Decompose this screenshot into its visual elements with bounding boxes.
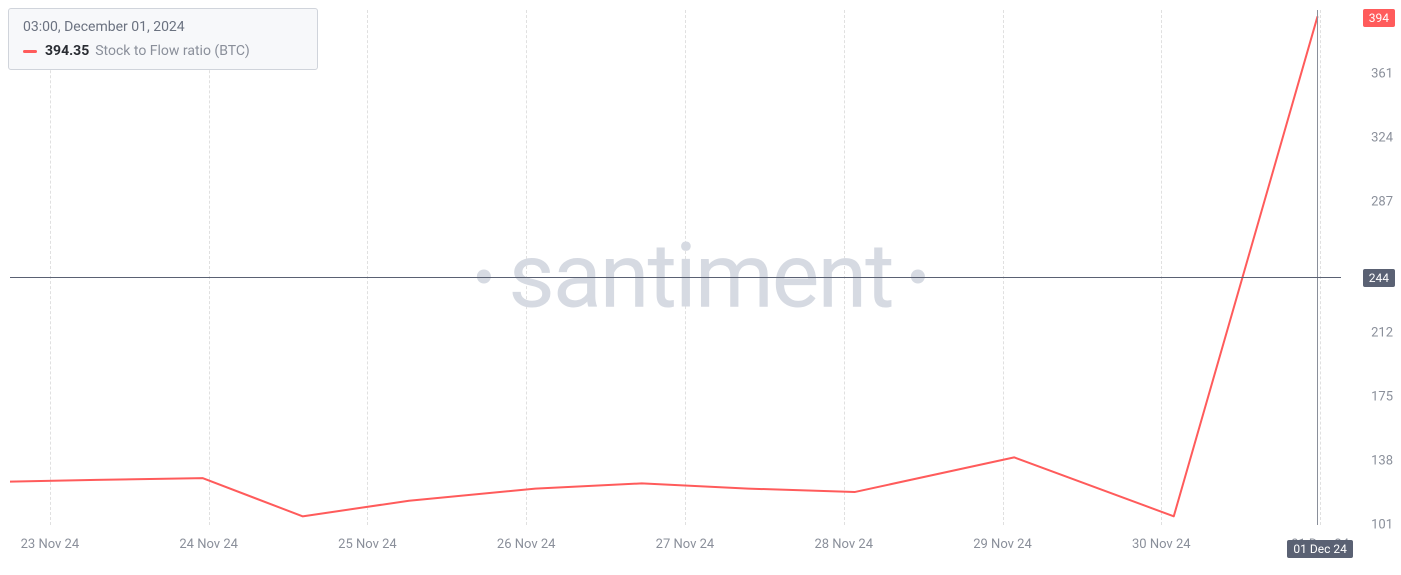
plot-area[interactable]	[10, 10, 1340, 525]
x-tick-label: 24 Nov 24	[179, 537, 238, 552]
chart-container: santiment 101138175212244287324361394 23…	[0, 0, 1401, 575]
y-tick-label: 361	[1371, 67, 1393, 82]
y-tick-label: 101	[1371, 518, 1393, 533]
tooltip: 03:00, December 01, 2024 394.35 Stock to…	[8, 8, 318, 70]
value-badge-y: 244	[1363, 269, 1395, 287]
y-tick-label: 324	[1371, 131, 1393, 146]
value-badge-x: 01 Dec 24	[1287, 540, 1352, 558]
y-axis: 101138175212244287324361394	[1351, 10, 1401, 525]
value-badge-peak: 394	[1363, 9, 1395, 27]
y-tick-label: 138	[1371, 453, 1393, 468]
x-tick-label: 23 Nov 24	[21, 537, 80, 552]
x-axis: 23 Nov 24 24 Nov 24 25 Nov 24 26 Nov 24 27 N…	[10, 537, 1340, 557]
crosshair-horizontal	[10, 277, 1341, 278]
x-tick-label: 30 Nov 24	[1132, 537, 1191, 552]
line-chart-svg	[10, 10, 1340, 525]
tooltip-series-label: Stock to Flow ratio (BTC)	[95, 43, 250, 59]
legend-dash-icon	[23, 50, 37, 53]
crosshair-vertical	[1317, 10, 1318, 525]
tooltip-series-row: 394.35 Stock to Flow ratio (BTC)	[23, 43, 303, 59]
x-tick-label: 29 Nov 24	[973, 537, 1032, 552]
x-tick-label: 27 Nov 24	[656, 537, 715, 552]
y-tick-label: 175	[1371, 389, 1393, 404]
tooltip-value: 394.35	[45, 43, 89, 59]
x-tick-label: 25 Nov 24	[338, 537, 397, 552]
y-tick-label: 212	[1371, 325, 1393, 340]
x-tick-label: 26 Nov 24	[497, 537, 556, 552]
y-tick-label: 287	[1371, 195, 1393, 210]
x-tick-label: 28 Nov 24	[814, 537, 873, 552]
tooltip-datetime: 03:00, December 01, 2024	[23, 19, 303, 35]
